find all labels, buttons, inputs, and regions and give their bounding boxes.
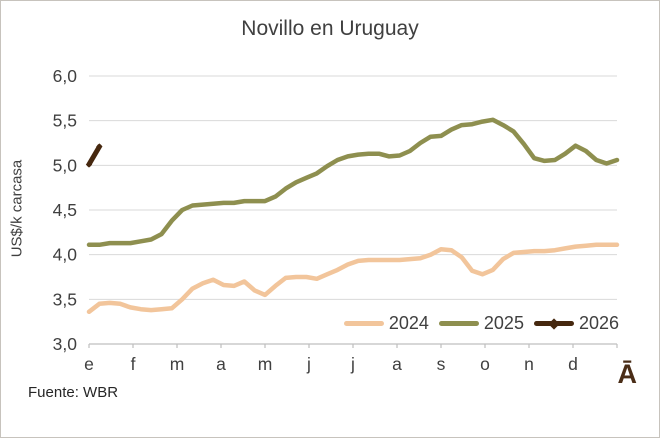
- y-tick-label: 5,0: [53, 155, 78, 175]
- x-tick-label: s: [437, 354, 446, 374]
- x-tick-label: d: [568, 354, 578, 374]
- x-tick-label: j: [306, 354, 311, 374]
- series-line-2025: [86, 117, 620, 248]
- chart-title: Novillo en Uruguay: [241, 17, 419, 40]
- legend-item-2026: 2026: [533, 313, 619, 334]
- legend-swatch-2025: [438, 321, 479, 326]
- x-tick-label: n: [524, 354, 534, 374]
- legend-swatch-2024: [343, 321, 384, 326]
- source-note: Fuente: WBR: [28, 384, 119, 401]
- chart-legend: 2024 2025 2026: [343, 313, 619, 334]
- series-marker-2026: [96, 143, 103, 150]
- watermark-logo: Ā: [617, 359, 638, 389]
- legend-label-2025: 2025: [483, 313, 524, 333]
- y-tick-label: 3,5: [53, 289, 77, 309]
- x-tick-label: a: [216, 354, 226, 374]
- y-tick-label: 3,0: [53, 334, 78, 354]
- x-tick-label: f: [131, 354, 136, 374]
- x-tick-label: e: [84, 354, 94, 374]
- x-tick-label: m: [170, 354, 185, 374]
- y-tick-label: 6,0: [53, 66, 78, 86]
- series-marker-2026: [85, 161, 93, 168]
- x-tick-label: m: [258, 354, 273, 374]
- series-line-2026: [86, 144, 102, 167]
- legend-marker-2026: [548, 317, 560, 330]
- x-tick-label: o: [480, 354, 490, 374]
- legend-item-2024: 2024: [343, 313, 429, 334]
- y-tick-label: 4,5: [53, 200, 77, 220]
- x-tick-label: j: [350, 354, 355, 374]
- series-line-2024: [86, 242, 620, 315]
- legend-item-2025: 2025: [438, 313, 524, 334]
- y-tick-label: 5,5: [53, 111, 77, 131]
- legend-label-2024: 2024: [388, 313, 429, 333]
- legend-swatch-2026: [533, 317, 574, 330]
- legend-label-2026: 2026: [578, 313, 619, 333]
- y-tick-label: 4,0: [53, 245, 78, 265]
- x-tick-label: a: [392, 354, 402, 374]
